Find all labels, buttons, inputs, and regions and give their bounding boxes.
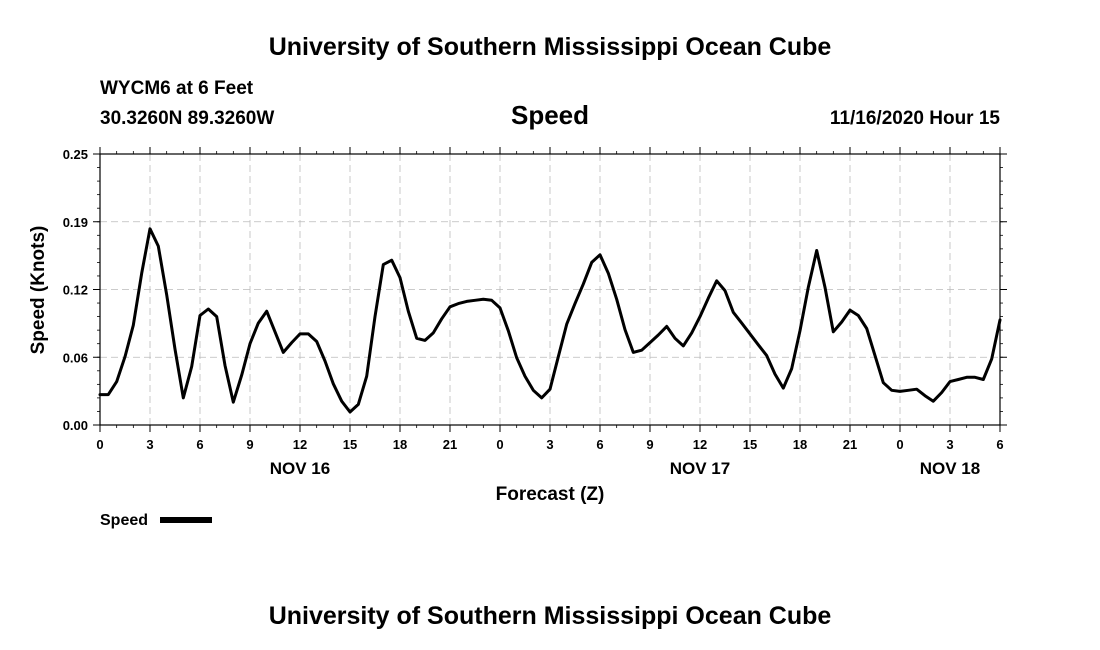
series-line-0	[98, 227, 1002, 414]
y-tick-label-4: 0.25	[63, 147, 88, 162]
date-labels: NOV 16 NOV 17 NOV 18	[270, 459, 980, 478]
x-tick-label-6: 18	[393, 437, 407, 452]
date-label-2: NOV 18	[920, 459, 980, 478]
x-tick-label-15: 21	[843, 437, 857, 452]
x-tick-label-10: 6	[596, 437, 603, 452]
y-tick-label-1: 0.06	[63, 350, 88, 365]
x-tick-label-0: 0	[96, 437, 103, 452]
top-title: University of Southern Mississippi Ocean…	[269, 33, 832, 61]
location-label: 30.3260N 89.3260W	[100, 108, 274, 129]
x-tick-label-9: 3	[546, 437, 553, 452]
x-tick-label-2: 6	[196, 437, 203, 452]
x-axis-ticks: 0 3 6 9 12 15 18 21 0 3 6 9 12 15 18 21 0 3 6	[96, 147, 1004, 452]
timestamp-label: 11/16/2020 Hour 15	[830, 108, 1000, 129]
x-tick-label-17: 3	[946, 437, 953, 452]
x-tick-label-14: 18	[793, 437, 807, 452]
station-label: WYCM6 at 6 Feet	[100, 78, 254, 99]
x-tick-label-3: 9	[246, 437, 253, 452]
x-tick-label-13: 15	[743, 437, 757, 452]
y-axis-label: Speed (Knots)	[28, 226, 49, 355]
x-tick-label-11: 9	[646, 437, 653, 452]
x-tick-label-12: 12	[693, 437, 707, 452]
x-tick-label-16: 0	[896, 437, 903, 452]
legend-label: Speed	[100, 512, 148, 529]
date-label-1: NOV 17	[670, 459, 730, 478]
x-tick-label-4: 12	[293, 437, 307, 452]
variable-title: Speed	[511, 100, 589, 130]
x-tick-label-8: 0	[496, 437, 503, 452]
y-axis-ticks: 0.00 0.06 0.12 0.19 0.25	[63, 147, 1007, 433]
date-label-0: NOV 16	[270, 459, 330, 478]
x-tick-label-18: 6	[996, 437, 1003, 452]
bottom-title: University of Southern Mississippi Ocean…	[269, 602, 832, 630]
x-axis-label: Forecast (Z)	[496, 484, 605, 505]
x-tick-label-5: 15	[343, 437, 357, 452]
y-tick-label-3: 0.19	[63, 215, 88, 230]
series-group	[98, 227, 1002, 414]
grid-lines	[100, 154, 1000, 425]
y-tick-label-0: 0.00	[63, 418, 88, 433]
y-tick-label-2: 0.12	[63, 283, 88, 298]
x-tick-label-1: 3	[146, 437, 153, 452]
x-tick-label-7: 21	[443, 437, 457, 452]
